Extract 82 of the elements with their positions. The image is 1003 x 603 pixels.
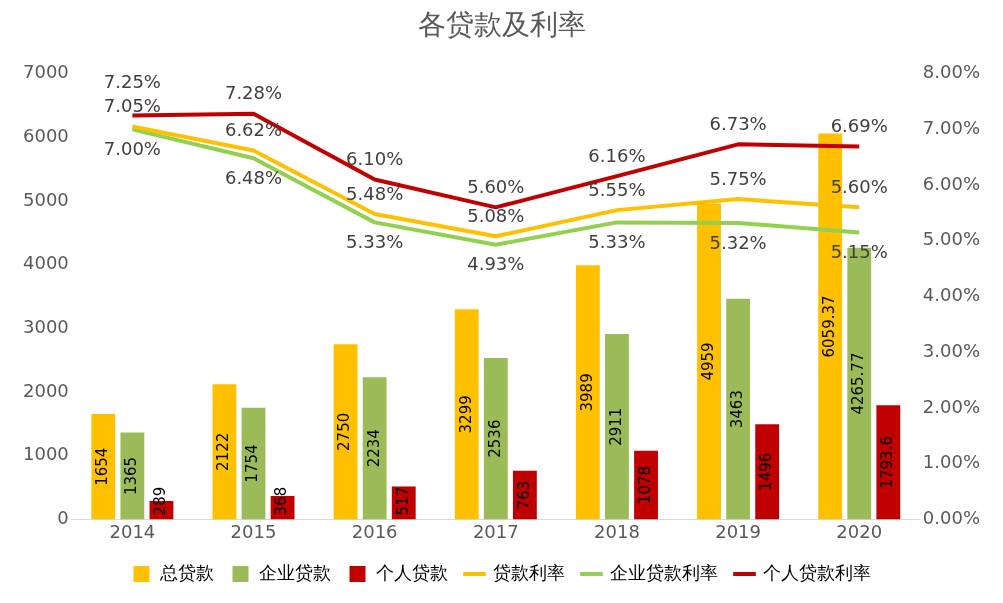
y2-tick-label: 3.00% xyxy=(922,339,981,361)
bar xyxy=(483,357,508,520)
data-label: 2536 xyxy=(485,419,504,458)
bar xyxy=(876,405,901,520)
legend-label: 企业贷款利率 xyxy=(609,561,718,583)
y2-tick-label: 8.00% xyxy=(922,61,981,83)
bar xyxy=(333,344,358,520)
bar xyxy=(212,384,237,520)
data-label: 6.10% xyxy=(346,148,404,170)
data-label: 6059.37 xyxy=(820,295,839,358)
data-label: 1496 xyxy=(757,452,776,491)
data-label: 7.00% xyxy=(103,138,161,159)
legend-label: 总贷款 xyxy=(158,561,214,583)
data-label: 6.62% xyxy=(224,119,283,141)
bar xyxy=(575,265,600,520)
data-label: 4265.77 xyxy=(849,352,868,415)
data-label: 6.48% xyxy=(224,166,283,188)
data-label: 6.73% xyxy=(709,113,767,135)
data-label: 2911 xyxy=(606,407,625,446)
y2-tick-label: 5.00% xyxy=(922,228,981,250)
y-tick-label: 3000 xyxy=(23,316,69,338)
legend-label: 个人贷款利率 xyxy=(762,561,871,583)
data-label: 5.55% xyxy=(588,178,646,200)
data-label: 1793.6 xyxy=(878,436,897,489)
x-tick-label: 2017 xyxy=(472,520,519,542)
data-label: 7.28% xyxy=(224,82,283,104)
data-label: 2750 xyxy=(335,412,354,451)
y-tick-label: 2000 xyxy=(23,379,69,401)
y-tick-label: 7000 xyxy=(23,61,69,83)
bar xyxy=(726,298,751,520)
x-tick-label: 2014 xyxy=(109,520,156,542)
bar xyxy=(362,377,387,520)
y2-tick-label: 6.00% xyxy=(922,172,981,194)
data-label: 5.08% xyxy=(467,204,525,226)
data-label: 5.48% xyxy=(346,182,404,204)
bar xyxy=(120,432,145,520)
bar xyxy=(605,334,629,520)
y-tick-label: 6000 xyxy=(23,124,69,146)
data-label: 5.75% xyxy=(709,167,767,189)
bar xyxy=(755,424,780,520)
x-tick-label: 2015 xyxy=(230,520,277,542)
data-label: 5.33% xyxy=(588,231,646,253)
data-label: 517 xyxy=(393,486,412,516)
y-tick-label: 1000 xyxy=(23,443,69,465)
y-tick-label: 0 xyxy=(57,507,69,529)
data-label: 763 xyxy=(514,480,533,510)
y2-tick-label: 7.00% xyxy=(922,117,981,138)
data-label: 7.25% xyxy=(103,71,161,93)
legend-label: 企业贷款 xyxy=(258,561,331,583)
x-tick-label: 2016 xyxy=(351,520,398,542)
y2-tick-label: 2.00% xyxy=(922,395,981,417)
y2-tick-label: 0.00% xyxy=(922,507,981,529)
bar xyxy=(91,414,116,520)
data-label: 5.33% xyxy=(346,231,404,253)
data-label: 1754 xyxy=(243,444,262,483)
data-label: 289 xyxy=(151,486,170,516)
y-tick-label: 4000 xyxy=(23,252,69,274)
data-label: 2234 xyxy=(364,429,383,468)
data-label: 2122 xyxy=(214,432,233,471)
data-label: 6.16% xyxy=(588,144,646,166)
legend-label: 个人贷款 xyxy=(375,561,448,583)
bar xyxy=(454,309,479,520)
x-tick-label: 2020 xyxy=(836,520,883,542)
data-label: 3463 xyxy=(727,390,746,429)
data-label: 5.60% xyxy=(467,176,525,198)
data-label: 3989 xyxy=(577,373,596,412)
legend-label: 贷款利率 xyxy=(492,561,565,583)
chart-title: 各贷款及利率 xyxy=(417,8,586,42)
data-label: 1654 xyxy=(93,447,112,486)
y-tick-label: 5000 xyxy=(23,188,69,210)
data-label: 1078 xyxy=(635,465,654,505)
data-label: 3299 xyxy=(456,395,475,434)
data-label: 368 xyxy=(272,486,291,516)
data-label: 6.69% xyxy=(830,115,888,137)
data-label: 4.93% xyxy=(467,253,525,275)
x-tick-label: 2019 xyxy=(715,520,762,542)
data-label: 4959 xyxy=(698,342,717,381)
x-tick-label: 2018 xyxy=(594,520,640,542)
y2-tick-label: 4.00% xyxy=(922,284,981,306)
y2-tick-label: 1.00% xyxy=(922,451,981,473)
data-label: 7.05% xyxy=(103,95,161,117)
data-label: 1365 xyxy=(122,456,141,496)
